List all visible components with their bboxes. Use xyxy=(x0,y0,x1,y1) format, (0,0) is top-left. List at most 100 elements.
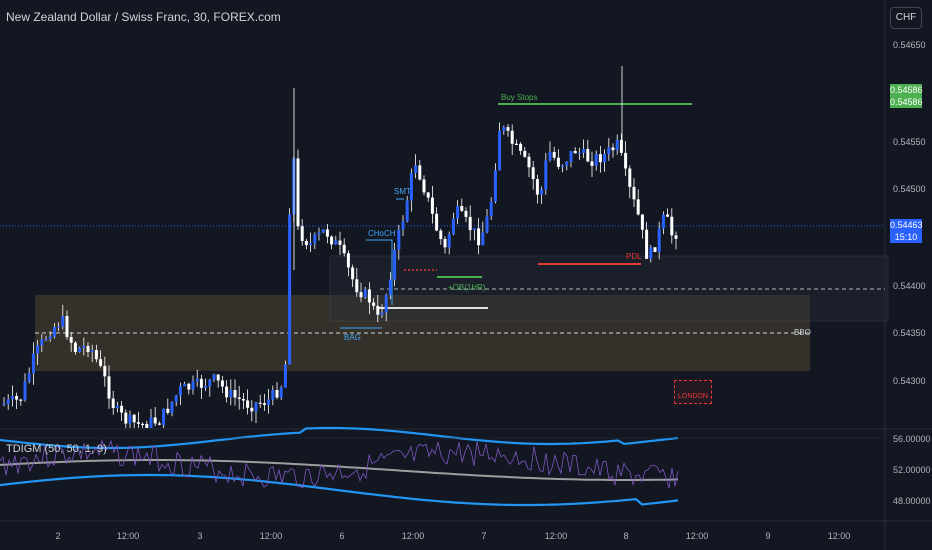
candle-body xyxy=(258,402,262,404)
candle-body xyxy=(531,167,535,180)
candle-body xyxy=(586,148,590,162)
candle-body xyxy=(624,152,628,169)
candle-body xyxy=(472,228,476,231)
candle-body xyxy=(241,399,245,401)
candle-body xyxy=(90,350,94,353)
candle-body xyxy=(31,353,35,374)
candle-body xyxy=(552,151,556,158)
price-axis-label: 0.54300 xyxy=(893,376,926,386)
candle-body xyxy=(548,151,552,161)
candle-body xyxy=(372,302,376,306)
indicator-axis-label: 52.00000 xyxy=(893,465,931,475)
candle-body xyxy=(254,402,258,412)
price-axis-label: 0.54400 xyxy=(893,281,926,291)
currency-button[interactable]: CHF xyxy=(890,7,922,29)
candle-body xyxy=(590,161,594,166)
candle-body xyxy=(321,229,325,233)
candle-body xyxy=(2,403,6,406)
candle-body xyxy=(535,179,539,195)
candle-body xyxy=(86,345,90,353)
candle-body xyxy=(82,345,86,348)
bag-label: BAG xyxy=(344,333,361,342)
price-axis-label: 0.54650 xyxy=(893,40,926,50)
time-axis-label: 12:00 xyxy=(116,531,140,541)
candle-body xyxy=(582,148,586,153)
candle-body xyxy=(363,289,367,298)
candle-body xyxy=(443,238,447,248)
time-axis-label: 12:00 xyxy=(827,531,851,541)
candle-body xyxy=(430,197,434,214)
candle-body xyxy=(615,139,619,151)
candle-body xyxy=(195,378,199,382)
candle-body xyxy=(183,383,187,387)
bbo-label: BBO xyxy=(794,328,811,337)
candle-body xyxy=(481,232,485,246)
candle-body xyxy=(418,165,422,180)
candle-body xyxy=(275,389,279,398)
candle-body xyxy=(36,345,40,354)
time-axis-label: 12:00 xyxy=(401,531,425,541)
candle-body xyxy=(111,398,115,409)
choch-label: CHoCH xyxy=(368,229,396,238)
candle-body xyxy=(640,214,644,230)
chart-title: New Zealand Dollar / Swiss Franc, 30, FO… xyxy=(6,10,281,24)
pdl-label: PDL xyxy=(626,252,642,261)
candle-body xyxy=(23,381,27,400)
candle-body xyxy=(573,150,577,154)
candle-body xyxy=(6,399,10,404)
candle-body xyxy=(107,376,111,399)
candle-body xyxy=(598,154,602,163)
candle-body xyxy=(61,315,65,327)
candle-body xyxy=(460,206,464,211)
candle-body xyxy=(44,339,48,341)
candle-body xyxy=(52,326,56,337)
candle-body xyxy=(48,336,52,340)
candle-body xyxy=(27,373,31,382)
candle-body xyxy=(229,390,233,398)
time-axis-label: 7 xyxy=(481,531,487,541)
buy-stops-price-tag-secondary: 0.54586 xyxy=(890,96,923,108)
candle-body xyxy=(346,253,350,268)
candle-body xyxy=(661,214,665,229)
candle-body xyxy=(397,229,401,250)
candle-body xyxy=(267,399,271,405)
candle-body xyxy=(141,423,145,426)
candle-body xyxy=(216,374,220,381)
candle-body xyxy=(414,165,418,173)
candle-body xyxy=(561,165,565,167)
candle-body xyxy=(666,214,670,217)
candle-body xyxy=(250,407,254,412)
candle-body xyxy=(174,395,178,402)
time-axis-label: 9 xyxy=(765,531,771,541)
london-label: LONDON xyxy=(678,393,708,400)
candle-body xyxy=(540,189,544,195)
bar-countdown-tag: 15:10 xyxy=(890,231,922,243)
candle-body xyxy=(262,403,266,405)
candle-body xyxy=(187,383,191,390)
candle-body xyxy=(330,236,334,245)
candle-body xyxy=(120,405,124,413)
candle-body xyxy=(351,267,355,280)
candle-body xyxy=(510,130,514,144)
candle-body xyxy=(153,417,157,424)
candle-body xyxy=(477,228,481,246)
candle-body xyxy=(485,216,489,233)
candle-body xyxy=(447,234,451,248)
time-axis-label: 2 xyxy=(55,531,61,541)
candle-body xyxy=(359,292,363,298)
candle-body xyxy=(502,127,506,131)
candle-body xyxy=(451,218,455,235)
candle-body xyxy=(653,247,657,252)
candle-body xyxy=(674,235,678,239)
indicator-label[interactable]: TDIGM (50, 50, 1, 9) xyxy=(6,443,107,455)
candle-body xyxy=(199,378,203,388)
candle-body xyxy=(556,157,560,167)
candle-body xyxy=(619,139,623,153)
candle-body xyxy=(178,386,182,396)
time-axis-label: 3 xyxy=(197,531,203,541)
candle-body xyxy=(246,400,250,408)
candle-body xyxy=(670,216,674,236)
candle-body xyxy=(115,405,119,409)
